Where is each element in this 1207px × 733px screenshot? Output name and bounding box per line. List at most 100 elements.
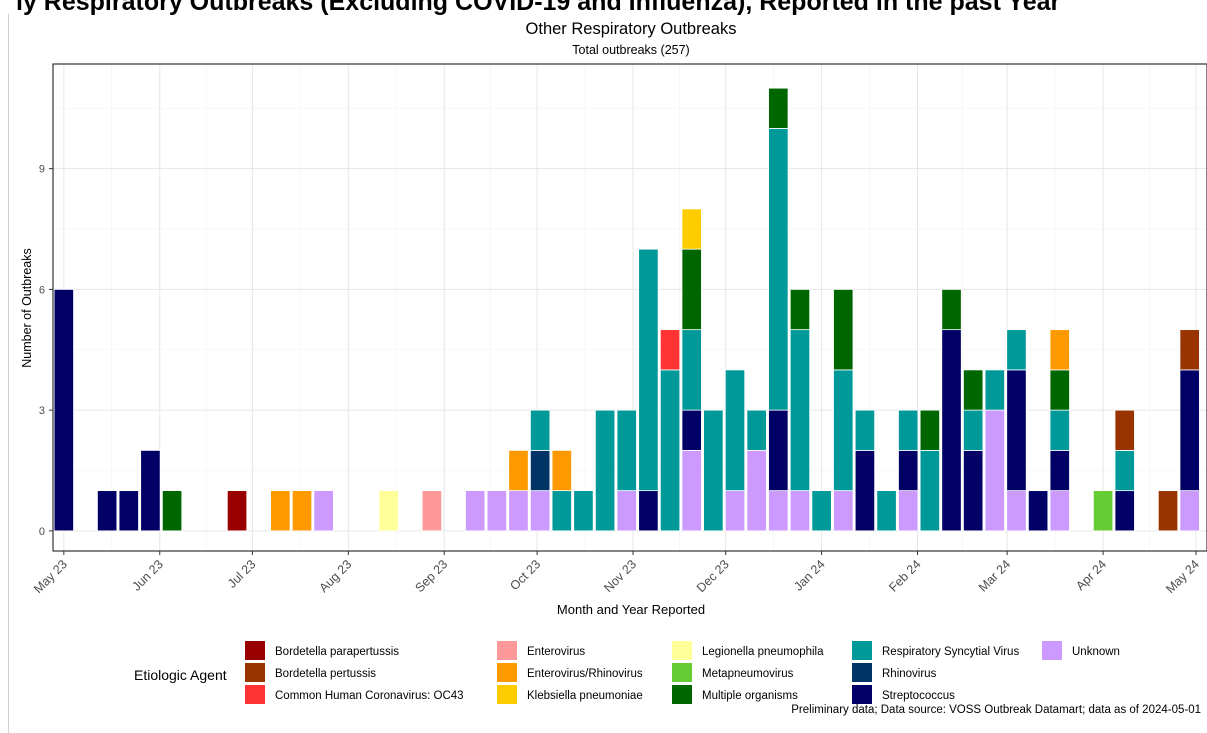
- legend-label: Multiple organisms: [702, 690, 798, 702]
- bar-segment: [898, 409, 919, 451]
- bar-segment: [161, 490, 183, 532]
- x-tick-label: Mar 24: [976, 557, 1013, 594]
- legend-swatch: [1042, 641, 1062, 660]
- bar-segment: [530, 409, 551, 451]
- bar-segment: [768, 127, 789, 411]
- y-tick-label: 3: [39, 405, 45, 417]
- y-tick-label: 6: [39, 284, 45, 296]
- bar-segment: [768, 490, 789, 532]
- bar-segment: [1179, 490, 1200, 532]
- bar-segment: [270, 490, 291, 532]
- bar-segment: [811, 490, 832, 532]
- legend-swatch: [245, 663, 265, 682]
- page-heading-banner: ly Respiratory Outbreaks (Excluding COVI…: [0, 0, 1207, 16]
- legend-swatch: [852, 663, 872, 682]
- bar-segment: [1114, 449, 1135, 492]
- legend-swatch: [672, 641, 692, 660]
- legend-label: Respiratory Syncytial Virus: [882, 646, 1019, 658]
- bar-segment: [421, 490, 443, 532]
- x-tick-label: Feb 24: [886, 557, 923, 594]
- bar-segment: [1092, 490, 1114, 532]
- bar-segment: [1049, 369, 1070, 411]
- bar-segment: [594, 409, 616, 532]
- bar-segment: [659, 369, 681, 532]
- legend-label: Streptococcus: [882, 690, 955, 702]
- legend-swatch: [245, 641, 265, 660]
- bar-segment: [833, 369, 854, 492]
- bar-segment: [724, 369, 746, 492]
- bar-segment: [681, 449, 702, 532]
- bar-segment: [1179, 369, 1200, 492]
- bar-segment: [313, 490, 334, 532]
- bar-segment: [768, 87, 789, 129]
- bar-segment: [746, 409, 767, 451]
- bar-segment: [465, 490, 486, 532]
- bar-segment: [551, 449, 572, 492]
- bar-segment: [833, 288, 854, 371]
- bar-segment: [854, 409, 876, 451]
- y-axis-label: Number of Outbreaks: [20, 248, 34, 368]
- bar-segment: [1006, 369, 1027, 492]
- bar-segment: [681, 208, 702, 250]
- legend-label: Bordetella pertussis: [275, 668, 376, 680]
- legend-swatch: [497, 641, 517, 660]
- legend-label: Legionella pneumophila: [702, 646, 824, 658]
- bar-segment: [226, 490, 248, 532]
- source-note: Preliminary data; Data source: VOSS Outb…: [791, 704, 1201, 716]
- bar-segment: [638, 248, 659, 492]
- legend-swatch: [852, 685, 872, 704]
- bar-segment: [530, 449, 551, 492]
- bar-segment: [1027, 490, 1049, 532]
- page-heading-text: ly Respiratory Outbreaks (Excluding COVI…: [16, 0, 1061, 16]
- bar-segment: [378, 490, 399, 532]
- bar-segment: [919, 409, 941, 451]
- bar-segment: [508, 490, 529, 532]
- y-tick-label: 9: [39, 164, 45, 176]
- plot-area: 0 3 6 9 May 23 Jun 23 Jul 23 Aug 23 Sep 23 Oct 23…: [31, 63, 1207, 596]
- bar-segment: [919, 449, 941, 532]
- legend-title: Etiologic Agent: [134, 667, 227, 683]
- bar-segment: [681, 248, 702, 331]
- bar-segment: [1114, 490, 1135, 532]
- legend-label: Rhinovirus: [882, 668, 937, 680]
- x-tick-label: Jun 23: [129, 557, 165, 593]
- bar-segment: [898, 490, 919, 532]
- x-tick-label: Apr 24: [1073, 557, 1109, 593]
- x-tick-label: Dec 23: [694, 557, 732, 595]
- bar-segment: [681, 409, 702, 451]
- legend-label: Metapneumovirus: [702, 668, 794, 680]
- legend-label: Bordetella parapertussis: [275, 646, 399, 658]
- bar-segment: [789, 490, 811, 532]
- legend-swatch: [497, 663, 517, 682]
- bar-segment: [768, 409, 789, 492]
- bar-segment: [616, 409, 637, 492]
- bar-segment: [638, 490, 659, 532]
- bar-segment: [1006, 490, 1027, 532]
- bar-segment: [833, 490, 854, 532]
- bar-segment: [53, 288, 74, 532]
- x-axis-label: Month and Year Reported: [557, 602, 705, 617]
- bar-segment: [1049, 490, 1070, 532]
- plot-border: [52, 63, 1207, 552]
- bar-segment: [789, 329, 811, 492]
- bar-segment: [898, 449, 919, 492]
- left-divider: [8, 14, 9, 733]
- bar-segment: [291, 490, 313, 532]
- bar-segment: [963, 369, 984, 411]
- y-tick-label: 0: [39, 526, 45, 538]
- bar-segment: [1049, 409, 1070, 451]
- bar-segment: [573, 490, 594, 532]
- bar-segment: [1049, 449, 1070, 492]
- legend-label: Common Human Coronavirus: OC43: [275, 690, 464, 702]
- bar-segment: [703, 409, 724, 532]
- bar-segment: [551, 490, 572, 532]
- bar-segment: [486, 490, 507, 532]
- legend-swatch: [852, 641, 872, 660]
- bar-segment: [1157, 490, 1179, 532]
- legend-swatch: [672, 685, 692, 704]
- legend: Bordetella parapertussis Bordetella pertu…: [245, 641, 1120, 704]
- bar-segment: [118, 490, 139, 532]
- legend-label: Klebsiella pneumoniae: [527, 690, 643, 702]
- x-tick-label: Aug 23: [317, 557, 355, 595]
